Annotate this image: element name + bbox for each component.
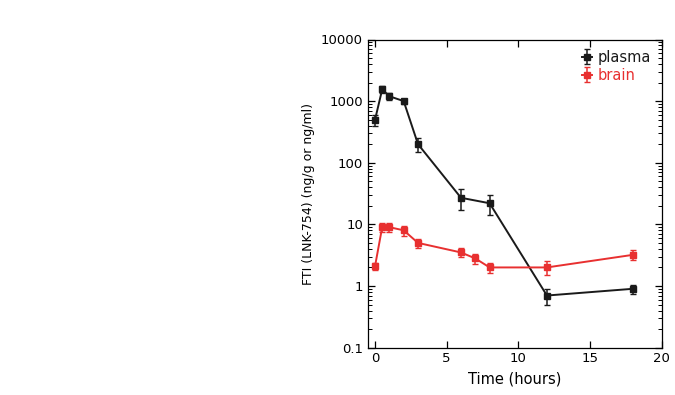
Y-axis label: FTI (LNK-754) (ng/g or ng/ml): FTI (LNK-754) (ng/g or ng/ml) [302, 103, 315, 284]
Legend: plasma, brain: plasma, brain [579, 47, 654, 86]
X-axis label: Time (hours): Time (hours) [468, 371, 562, 386]
